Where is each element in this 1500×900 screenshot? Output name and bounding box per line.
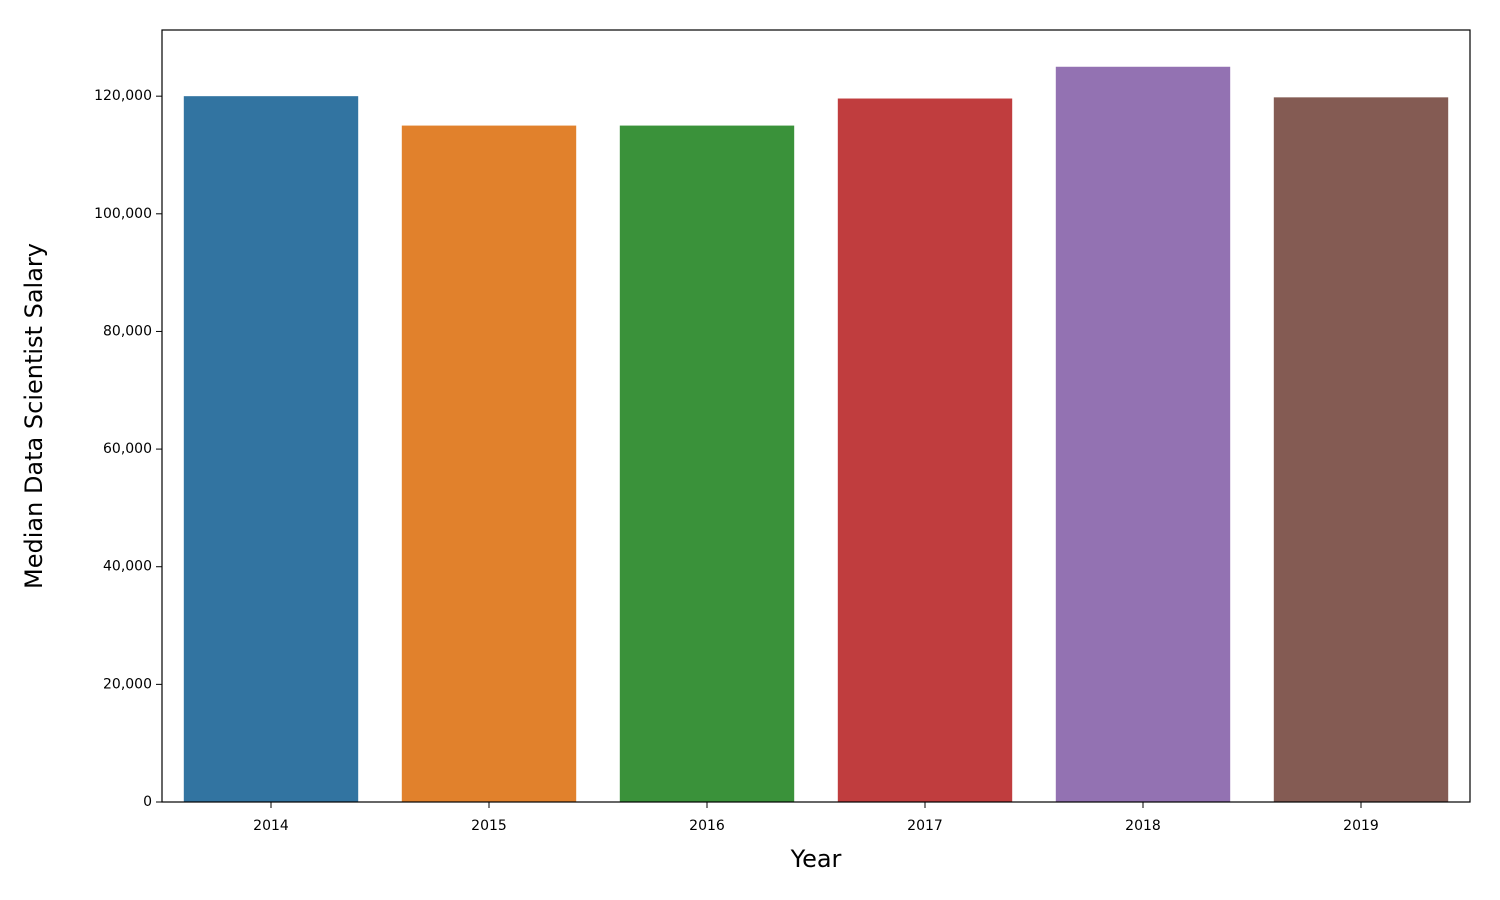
x-tick-label: 2015 bbox=[471, 818, 507, 834]
bar bbox=[183, 96, 359, 802]
y-tick-label: 20,000 bbox=[103, 676, 152, 692]
bar bbox=[837, 98, 1013, 803]
y-tick-label: 60,000 bbox=[103, 441, 152, 457]
x-tick-label: 2017 bbox=[907, 818, 943, 834]
y-tick-label: 80,000 bbox=[103, 323, 152, 339]
x-tick-label: 2016 bbox=[689, 818, 725, 834]
bar bbox=[619, 125, 795, 803]
y-tick-label: 0 bbox=[143, 794, 152, 810]
y-tick-label: 100,000 bbox=[94, 206, 152, 222]
plot-frame bbox=[161, 29, 1471, 803]
x-tick-label: 2014 bbox=[253, 818, 289, 834]
y-tick-label: 40,000 bbox=[103, 559, 152, 575]
bar bbox=[1055, 66, 1231, 802]
x-tick-label: 2018 bbox=[1125, 818, 1161, 834]
x-tick-label: 2019 bbox=[1343, 818, 1379, 834]
y-axis-label: Median Data Scientist Salary bbox=[20, 243, 48, 589]
bar bbox=[1273, 97, 1449, 803]
y-tick-label: 120,000 bbox=[94, 88, 152, 104]
x-axis-label: Year bbox=[790, 845, 842, 873]
bar bbox=[401, 125, 577, 803]
